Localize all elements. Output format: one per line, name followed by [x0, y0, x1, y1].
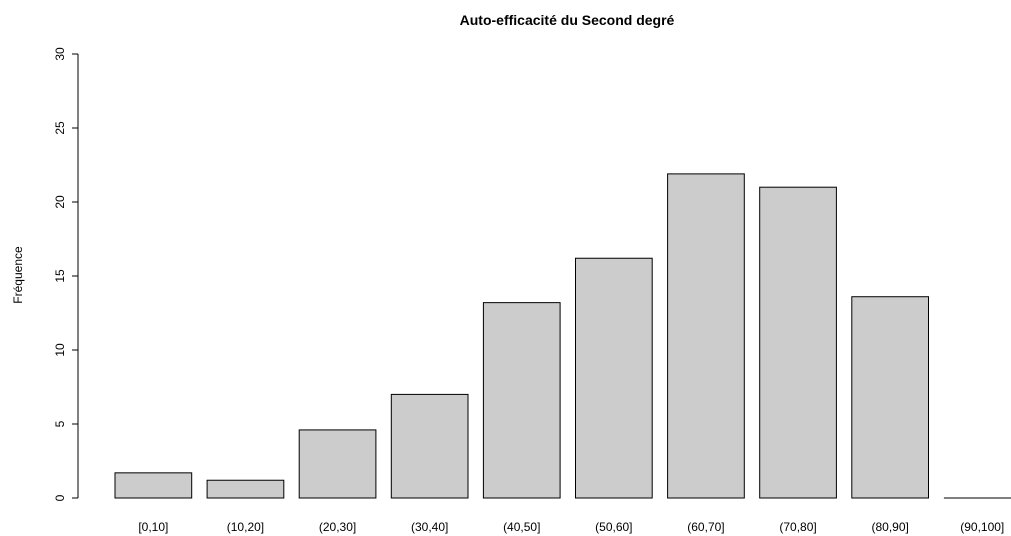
bar — [114, 472, 193, 499]
bar — [390, 393, 469, 499]
category-label: (80,90] — [871, 520, 908, 534]
y-axis-label: Fréquence — [11, 246, 25, 304]
chart-title: Auto-efficacité du Second degré — [460, 12, 675, 28]
category-label: (90,100] — [960, 520, 1004, 534]
category-label: (50,60] — [595, 520, 632, 534]
bar — [206, 479, 285, 499]
bars-group — [114, 173, 1011, 499]
bar — [759, 186, 837, 499]
category-label: (10,20] — [227, 520, 264, 534]
bar — [482, 302, 561, 499]
y-tick-label: 20 — [53, 195, 67, 209]
category-labels: [0,10] (10,20] (20,30] (30,40] (40,50] (50,60… — [138, 520, 1004, 534]
category-label: (40,50] — [503, 520, 540, 534]
y-tick-label: 5 — [53, 420, 67, 427]
category-label: (70,80] — [779, 520, 816, 534]
y-tick-label: 0 — [53, 494, 67, 501]
y-tick-label: 25 — [53, 121, 67, 135]
bar — [667, 173, 745, 499]
category-label: (60,70] — [687, 520, 724, 534]
y-tick-label: 30 — [53, 47, 67, 61]
category-label: (20,30] — [319, 520, 356, 534]
y-tick-label: 10 — [53, 343, 67, 357]
y-axis: 0 5 10 15 20 25 30 — [53, 47, 79, 501]
bar — [851, 296, 929, 499]
category-label: [0,10] — [138, 520, 168, 534]
bar — [298, 429, 377, 499]
bar — [575, 257, 653, 499]
y-tick-label: 15 — [53, 269, 67, 283]
category-label: (30,40] — [411, 520, 448, 534]
